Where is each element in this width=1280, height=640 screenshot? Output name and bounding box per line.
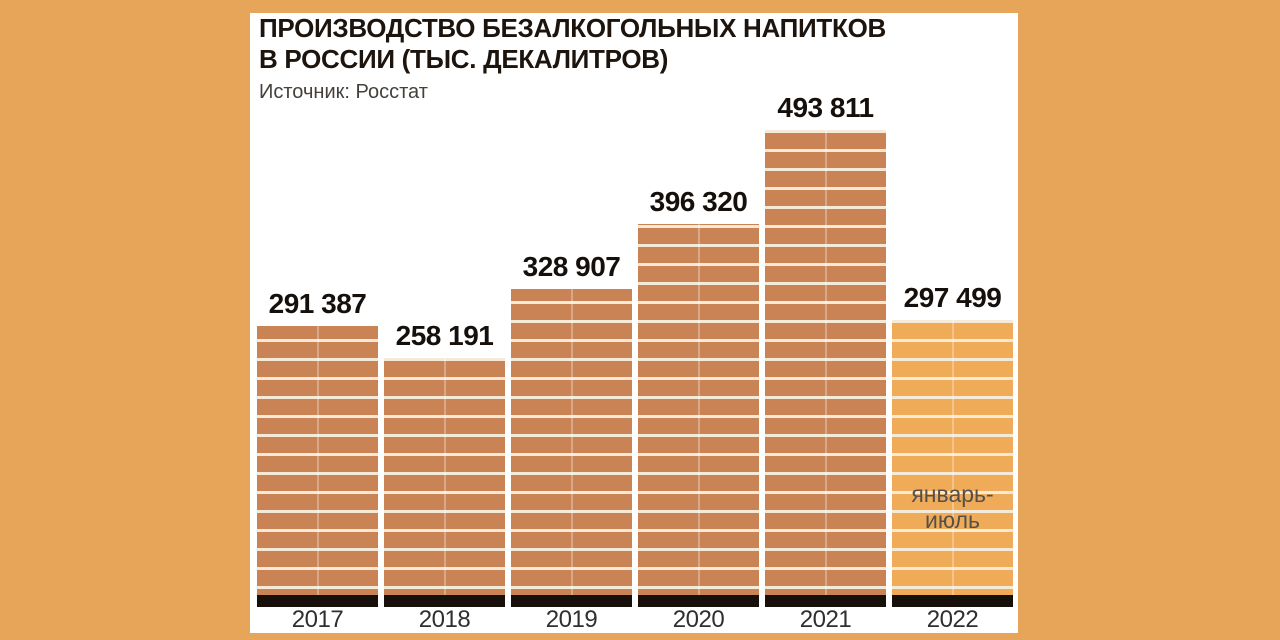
bar-2021 [765,130,886,607]
bar-2017 [257,326,378,607]
x-axis-label-2019: 2019 [545,606,598,633]
period-annotation-line1: январь- [911,481,994,507]
bar-value-label: 328 907 [522,251,621,282]
bar-column-2017: 291 387 2017 [257,288,378,633]
x-axis-label-2022: 2022 [926,606,979,633]
bar-2020 [638,224,759,607]
bar-value-label: 258 191 [395,320,494,351]
bar-column-2020: 396 320 2020 [638,186,759,633]
period-annotation-line2: июль [925,507,980,533]
chart-title-line1: ПРОИЗВОДСТВО БЕЗАЛКОГОЛЬНЫХ НАПИТКОВ [259,13,886,43]
chart-title-line2: В РОССИИ (ТЫС. ДЕКАЛИТРОВ) [259,44,669,74]
x-axis-label-2017: 2017 [291,606,344,633]
x-axis-label-2021: 2021 [799,606,852,633]
bar-value-label: 291 387 [268,288,367,319]
bar-value-label: 396 320 [649,186,748,217]
bar-2018 [384,358,505,607]
x-axis-label-2018: 2018 [418,606,471,633]
bar-value-label: 493 811 [777,92,874,123]
x-axis-label-2020: 2020 [672,606,725,633]
bar-column-2022: 297 499 январь-июль 2022 [892,282,1013,633]
source-label: Источник: Росстат [259,81,428,103]
bar-value-label: 297 499 [903,282,1002,313]
chart-header: ПРОИЗВОДСТВО БЕЗАЛКОГОЛЬНЫХ НАПИТКОВ В Р… [259,13,886,104]
bar-column-2019: 328 907 2019 [511,251,632,633]
bar-chart: 291 387 2017 258 191 2018 328 907 2019 396 320… [257,92,1013,633]
bar-2019 [511,289,632,607]
period-annotation: январь-июль [892,481,1013,533]
bar-column-2021: 493 811 2021 [765,92,886,633]
bar-column-2018: 258 191 2018 [384,320,505,633]
chart-panel: ПРОИЗВОДСТВО БЕЗАЛКОГОЛЬНЫХ НАПИТКОВ В Р… [250,13,1018,633]
bar-2022: январь-июль [892,320,1013,607]
